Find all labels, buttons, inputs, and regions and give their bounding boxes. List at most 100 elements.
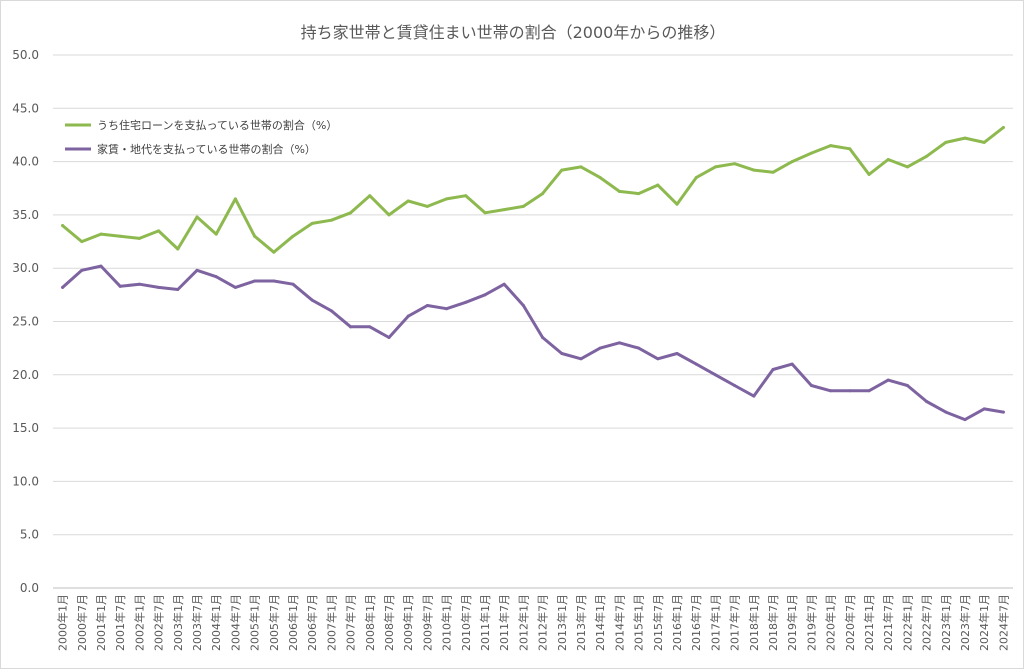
data-point-series-2 [176,288,180,292]
data-point-series-1 [368,194,372,198]
data-point-series-2 [521,304,525,308]
data-point-series-2 [637,346,641,350]
x-tick-label: 2020年1月 [824,594,838,651]
data-point-series-2 [541,335,545,339]
data-point-series-1 [272,250,276,254]
data-point-series-1 [752,168,756,172]
data-point-series-2 [925,399,929,403]
data-point-series-2 [598,346,602,350]
data-point-series-1 [502,208,506,212]
data-point-series-2 [157,285,161,289]
data-point-series-2 [61,285,65,289]
x-tick-label: 2011年7月 [497,594,511,651]
data-point-series-2 [771,367,775,371]
x-tick-label: 2000年7月 [75,594,89,651]
data-point-series-1 [579,165,583,169]
data-point-series-1 [598,176,602,180]
x-tick-label: 2003年1月 [171,594,185,651]
data-point-series-1 [963,136,967,140]
data-point-series-1 [310,221,314,225]
y-tick-label: 5.0 [20,528,39,542]
y-tick-label: 10.0 [12,474,39,488]
data-point-series-2 [790,362,794,366]
chart-title: 持ち家世帯と賃貸住まい世帯の割合（2000年からの推移） [300,23,726,42]
data-point-series-2 [368,325,372,329]
data-point-series-2 [713,373,717,377]
data-point-series-2 [310,298,314,302]
data-point-series-2 [829,389,833,393]
data-point-series-2 [867,389,871,393]
x-tick-label: 2019年1月 [785,594,799,651]
x-tick-label: 2001年1月 [94,594,108,651]
series-line-2 [61,264,1005,422]
data-point-series-2 [253,279,257,283]
x-tick-label: 2020年7月 [843,594,857,651]
data-point-series-2 [656,357,660,361]
x-tick-label: 2016年1月 [670,594,684,651]
data-point-series-1 [80,240,84,244]
data-point-series-1 [406,199,410,203]
data-point-series-1 [848,147,852,151]
data-point-series-1 [944,140,948,144]
data-point-series-2 [886,378,890,382]
x-tick-label: 2000年1月 [56,594,70,651]
x-tick-label: 2021年7月 [881,594,895,651]
data-point-series-2 [329,309,333,313]
data-point-series-1 [733,162,737,166]
data-point-series-2 [905,383,909,387]
x-tick-label: 2022年7月 [920,594,934,651]
data-point-series-2 [387,335,391,339]
x-tick-label: 2009年1月 [401,594,415,651]
data-point-series-1 [233,197,237,201]
data-point-series-2 [445,307,449,311]
data-point-series-1 [483,211,487,215]
x-tick-label: 2006年7月 [305,594,319,651]
data-point-series-2 [502,282,506,286]
data-point-series-1 [195,215,199,219]
x-tick-label: 2011年1月 [478,594,492,651]
x-tick-label: 2018年7月 [766,594,780,651]
data-point-series-1 [771,170,775,174]
x-tick-label: 2016年7月 [689,594,703,651]
x-tick-label: 2006年1月 [286,594,300,651]
x-tick-label: 2004年7月 [228,594,242,651]
data-point-series-1 [329,218,333,222]
data-point-series-1 [291,234,295,238]
x-tick-label: 2005年7月 [267,594,281,651]
x-tick-label: 2024年7月 [996,594,1010,651]
x-tick-label: 2008年1月 [363,594,377,651]
data-point-series-2 [944,410,948,414]
data-point-series-1 [790,160,794,164]
x-tick-label: 2010年1月 [440,594,454,651]
data-point-series-1 [521,204,525,208]
data-point-series-2 [291,282,295,286]
data-point-series-2 [464,300,468,304]
data-point-series-2 [848,389,852,393]
x-tick-label: 2003年7月 [190,594,204,651]
data-point-series-1 [253,234,257,238]
data-point-series-1 [982,140,986,144]
data-point-series-2 [675,351,679,355]
y-tick-label: 15.0 [12,421,39,435]
data-point-series-1 [925,154,929,158]
x-tick-label: 2023年7月 [958,594,972,651]
data-point-series-2 [195,268,199,272]
data-point-series-2 [1001,410,1005,414]
x-tick-label: 2004年1月 [209,594,223,651]
data-point-series-2 [694,362,698,366]
x-tick-label: 2015年1月 [632,594,646,651]
legend-label-1: うち住宅ローンを支払っている世帯の割合（%） [97,118,337,132]
x-tick-label: 2019年7月 [804,594,818,651]
x-tick-label: 2012年1月 [516,594,530,651]
x-tick-label: 2014年7月 [612,594,626,651]
data-point-series-1 [675,202,679,206]
data-point-series-2 [406,314,410,318]
data-point-series-1 [617,189,621,193]
data-point-series-1 [637,192,641,196]
data-point-series-1 [425,204,429,208]
data-point-series-2 [349,325,353,329]
data-point-series-1 [118,234,122,238]
data-point-series-1 [905,165,909,169]
